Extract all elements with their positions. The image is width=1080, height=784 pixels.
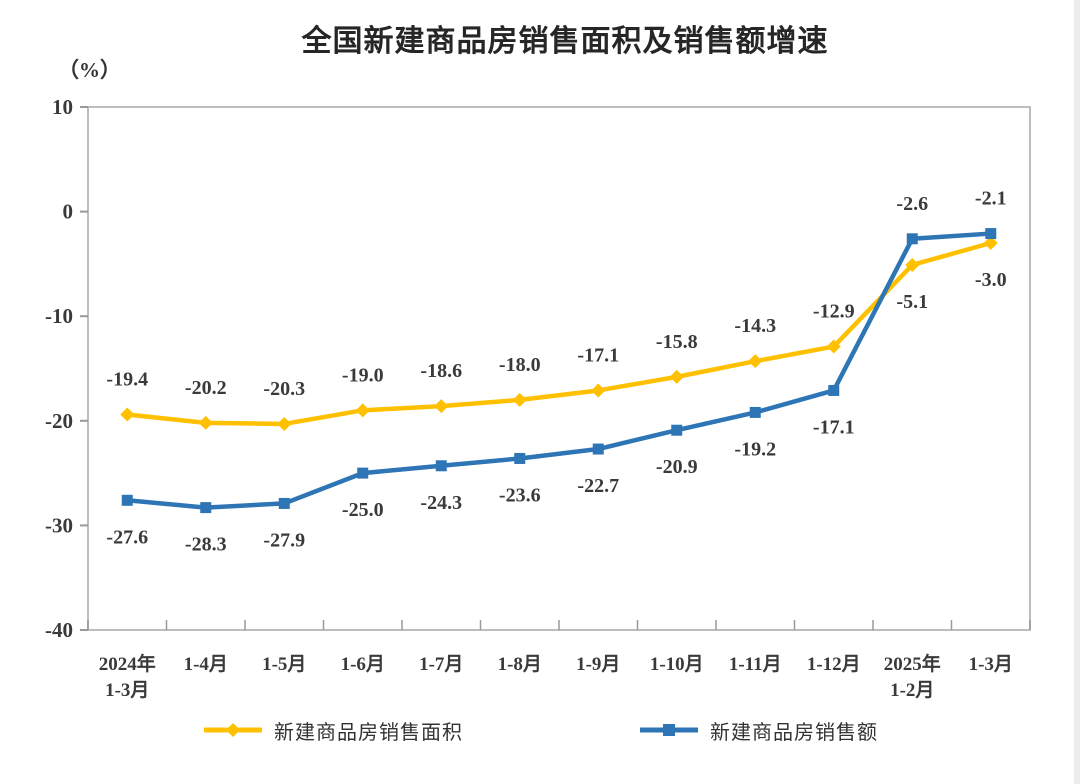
data-point-label: -19.2 <box>734 438 776 460</box>
data-point-label: -27.6 <box>106 526 148 548</box>
axes <box>87 106 1031 631</box>
data-point-label: -18.6 <box>420 360 462 382</box>
data-point-label: -25.0 <box>342 499 384 521</box>
y-axis: 10 0 -10 -20 -30 -40 <box>45 95 88 642</box>
x-axis-label: 2024年 1-3月 <box>99 652 156 701</box>
x-axis-label: 1-3月 <box>969 654 1013 675</box>
legend-label-sales-amount: 新建商品房销售额 <box>710 721 878 744</box>
data-point-marker <box>906 233 918 245</box>
data-point-marker <box>828 384 840 396</box>
y-axis-label: 0 <box>63 200 74 224</box>
data-point-label: -19.4 <box>106 369 148 391</box>
legend-label-sales-area: 新建商品房销售面积 <box>274 721 463 744</box>
chart-title: 全国新建商品房销售面积及销售额增速 <box>301 25 829 58</box>
data-point-label: -19.0 <box>342 364 384 386</box>
y-axis-unit-label: （%） <box>58 58 121 82</box>
x-axis-label: 1-12月 <box>807 654 861 675</box>
data-point-marker <box>277 416 292 431</box>
legend-sales-amount-line-icon <box>640 724 698 736</box>
series-line-sales-area: -19.4 -20.2 -20.3 -19.0 -18.6 -18.0 -17.1 -15.8… <box>106 235 1007 431</box>
x-axis-label: 2025年 1-2月 <box>884 652 941 701</box>
page-right-edge <box>1074 0 1080 784</box>
x-axis-label: 1-5月 <box>262 654 306 675</box>
data-point-label: -3.0 <box>975 269 1007 291</box>
y-axis-label: 10 <box>52 95 73 119</box>
data-point-marker <box>985 228 997 240</box>
x-axis-label: 1-9月 <box>576 654 620 675</box>
data-point-marker <box>357 467 369 479</box>
x-axis-label: 1-6月 <box>341 654 385 675</box>
data-point-label: -28.3 <box>185 534 227 556</box>
data-point-label: -20.9 <box>656 456 698 478</box>
x-axis-label: 1-4月 <box>184 654 228 675</box>
x-axis-label: 1-7月 <box>419 654 463 675</box>
data-point-label: -15.8 <box>656 331 698 353</box>
data-point-label: -5.1 <box>896 291 928 313</box>
legend-item-sales-amount: 新建商品房销售额 <box>638 716 878 745</box>
x-axis-label: 1-11月 <box>729 654 782 675</box>
x-axis: 2024年 1-3月 1-4月 1-5月 1-6月 1-7月 1-8月 1-9月 1-10月 1-… <box>87 620 1031 701</box>
data-point-marker <box>749 406 761 418</box>
data-point-label: -24.3 <box>420 492 462 514</box>
data-point-label: -20.3 <box>263 378 305 400</box>
data-point-label: -14.3 <box>734 315 776 337</box>
chart-legend: 新建商品房销售面积 新建商品房销售额 <box>0 712 1080 748</box>
data-point-label: -17.1 <box>813 416 855 438</box>
data-point-marker <box>355 403 370 418</box>
y-axis-label: -10 <box>45 304 73 328</box>
data-point-marker <box>120 407 135 422</box>
legend-item-sales-area: 新建商品房销售面积 <box>202 716 463 745</box>
data-point-marker <box>592 443 604 455</box>
data-point-marker <box>198 415 213 430</box>
data-point-marker <box>278 497 290 509</box>
series-line-sales-amount: -27.6 -28.3 -27.9 -25.0 -24.3 -23.6 -22.7 -20.9… <box>106 188 1006 556</box>
data-point-marker <box>434 399 449 414</box>
data-point-marker <box>826 339 841 354</box>
data-point-marker <box>514 452 526 464</box>
x-axis-label: 1-10月 <box>650 654 704 675</box>
y-axis-label: -40 <box>45 618 73 642</box>
data-point-marker <box>435 460 447 472</box>
x-axis-label: 1-8月 <box>498 654 542 675</box>
data-point-label: -22.7 <box>577 475 619 497</box>
data-point-marker <box>669 369 684 384</box>
y-axis-label: -20 <box>45 409 73 433</box>
data-point-marker <box>591 383 606 398</box>
data-point-label: -18.0 <box>499 354 541 376</box>
data-point-marker <box>200 502 212 514</box>
data-point-marker <box>983 235 998 250</box>
data-point-marker <box>905 257 920 272</box>
data-point-marker <box>121 494 133 506</box>
legend-sales-area-line-icon <box>204 723 262 737</box>
data-point-label: -27.9 <box>263 529 305 551</box>
y-axis-label: -30 <box>45 513 73 537</box>
data-point-label: -12.9 <box>813 301 855 323</box>
data-point-marker <box>512 392 527 407</box>
data-point-label: -17.1 <box>577 344 619 366</box>
data-point-marker <box>671 424 683 436</box>
data-point-marker <box>748 354 763 369</box>
data-point-label: -2.1 <box>975 188 1007 210</box>
data-point-label: -2.6 <box>896 193 928 215</box>
data-point-label: -23.6 <box>499 484 541 506</box>
data-point-label: -20.2 <box>185 377 227 399</box>
